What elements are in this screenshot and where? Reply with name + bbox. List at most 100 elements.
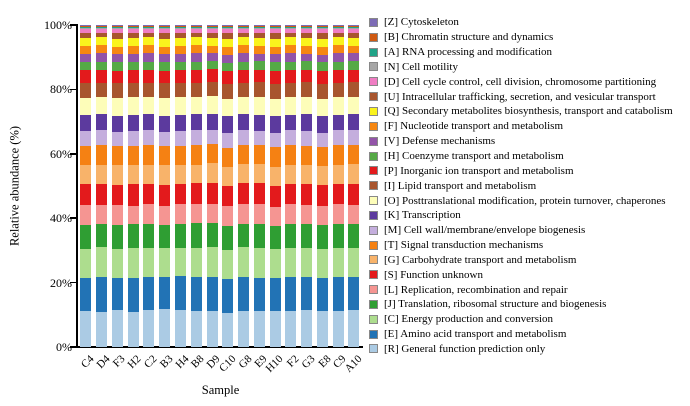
- segment-P-E8[interactable]: [316, 71, 328, 84]
- segment-H-E8[interactable]: [316, 62, 328, 72]
- segment-D-G3[interactable]: [301, 29, 313, 34]
- segment-T-D4[interactable]: [96, 144, 108, 165]
- segment-H-H2[interactable]: [127, 61, 139, 71]
- segment-M-E8[interactable]: [316, 132, 328, 147]
- segment-A-G3[interactable]: [301, 26, 313, 29]
- segment-Z-B8[interactable]: [190, 25, 202, 26]
- segment-Z-C10[interactable]: [222, 25, 234, 26]
- segment-B-C2[interactable]: [143, 25, 155, 27]
- segment-M-F3[interactable]: [111, 132, 123, 147]
- segment-T-G3[interactable]: [301, 145, 313, 165]
- segment-A-C2[interactable]: [143, 26, 155, 29]
- segment-V-H4[interactable]: [174, 53, 186, 62]
- segment-G-C10[interactable]: [222, 166, 234, 187]
- segment-H-H10[interactable]: [269, 62, 281, 72]
- segment-S-C10[interactable]: [222, 186, 234, 207]
- segment-T-C10[interactable]: [222, 147, 234, 167]
- segment-U-D4[interactable]: [96, 32, 108, 38]
- segment-L-F3[interactable]: [111, 205, 123, 226]
- segment-G-A10[interactable]: [348, 164, 360, 184]
- segment-K-F2[interactable]: [285, 114, 297, 131]
- segment-B-F2[interactable]: [285, 25, 297, 27]
- segment-L-E9[interactable]: [253, 204, 265, 225]
- segment-P-G3[interactable]: [301, 69, 313, 83]
- legend-row-G[interactable]: [G] Carbohydrate transport and metabolis…: [369, 253, 673, 268]
- segment-H-A10[interactable]: [348, 61, 360, 70]
- segment-U-E9[interactable]: [253, 33, 265, 39]
- segment-L-A10[interactable]: [348, 204, 360, 225]
- segment-A-A10[interactable]: [348, 26, 360, 29]
- segment-K-C4[interactable]: [80, 115, 92, 132]
- segment-P-B8[interactable]: [190, 69, 202, 83]
- legend-row-A[interactable]: [A] RNA processing and modification: [369, 45, 673, 60]
- segment-P-C4[interactable]: [80, 70, 92, 84]
- segment-N-C4[interactable]: [80, 28, 92, 30]
- segment-S-H2[interactable]: [127, 184, 139, 206]
- segment-I-G3[interactable]: [301, 82, 313, 97]
- segment-G-H4[interactable]: [174, 164, 186, 185]
- segment-C-G8[interactable]: [238, 247, 250, 277]
- segment-H-F3[interactable]: [111, 62, 123, 71]
- segment-U-A10[interactable]: [348, 33, 360, 39]
- legend-row-S[interactable]: [S] Function unknown: [369, 267, 673, 282]
- segment-V-H10[interactable]: [269, 54, 281, 63]
- segment-S-B8[interactable]: [190, 183, 202, 205]
- segment-A-B3[interactable]: [159, 26, 171, 29]
- segment-B-D4[interactable]: [96, 25, 108, 27]
- segment-A-E9[interactable]: [253, 26, 265, 29]
- segment-P-H10[interactable]: [269, 71, 281, 84]
- segment-C-E8[interactable]: [316, 248, 328, 278]
- segment-T-B8[interactable]: [190, 144, 202, 165]
- segment-N-D9[interactable]: [206, 28, 218, 30]
- segment-E-E8[interactable]: [316, 277, 328, 312]
- segment-D-F2[interactable]: [285, 29, 297, 33]
- segment-L-B3[interactable]: [159, 205, 171, 225]
- bar-B8[interactable]: [190, 25, 202, 347]
- segment-N-G3[interactable]: [301, 28, 313, 30]
- segment-Q-H2[interactable]: [127, 37, 139, 47]
- bar-F2[interactable]: [285, 25, 297, 347]
- segment-D-B8[interactable]: [190, 29, 202, 33]
- segment-A-D4[interactable]: [96, 26, 108, 29]
- segment-S-G8[interactable]: [238, 183, 250, 205]
- segment-D-H10[interactable]: [269, 29, 281, 34]
- segment-F-C4[interactable]: [80, 46, 92, 54]
- segment-T-H2[interactable]: [127, 145, 139, 165]
- segment-K-G8[interactable]: [238, 114, 250, 131]
- segment-I-C9[interactable]: [332, 82, 344, 98]
- segment-G-C9[interactable]: [332, 165, 344, 185]
- segment-R-F3[interactable]: [111, 310, 123, 347]
- segment-D-B3[interactable]: [159, 29, 171, 34]
- segment-Z-F2[interactable]: [285, 25, 297, 26]
- segment-E-F2[interactable]: [285, 276, 297, 312]
- segment-M-C4[interactable]: [80, 131, 92, 146]
- segment-F-C2[interactable]: [143, 45, 155, 54]
- segment-K-A10[interactable]: [348, 114, 360, 131]
- segment-E-F3[interactable]: [111, 277, 123, 311]
- segment-F-C10[interactable]: [222, 46, 234, 55]
- segment-O-C4[interactable]: [80, 97, 92, 116]
- segment-O-D4[interactable]: [96, 96, 108, 115]
- segment-A-F3[interactable]: [111, 26, 123, 29]
- segment-K-F3[interactable]: [111, 115, 123, 133]
- segment-T-D9[interactable]: [206, 144, 218, 164]
- segment-A-D9[interactable]: [206, 26, 218, 28]
- segment-Z-A10[interactable]: [348, 25, 360, 26]
- segment-Q-E9[interactable]: [253, 38, 265, 47]
- segment-M-B8[interactable]: [190, 130, 202, 145]
- legend-row-K[interactable]: [K] Transcription: [369, 208, 673, 223]
- segment-E-H10[interactable]: [269, 278, 281, 311]
- segment-I-C2[interactable]: [143, 82, 155, 97]
- segment-K-E8[interactable]: [316, 116, 328, 133]
- segment-H-C4[interactable]: [80, 61, 92, 71]
- segment-R-D9[interactable]: [206, 311, 218, 347]
- segment-D-H2[interactable]: [127, 29, 139, 34]
- segment-N-C9[interactable]: [332, 28, 344, 30]
- segment-N-C10[interactable]: [222, 28, 234, 30]
- segment-O-B8[interactable]: [190, 96, 202, 115]
- segment-M-H10[interactable]: [269, 132, 281, 148]
- segment-B-E8[interactable]: [316, 25, 328, 27]
- segment-O-G3[interactable]: [301, 96, 313, 115]
- segment-C-D9[interactable]: [206, 246, 218, 278]
- segment-R-B3[interactable]: [159, 309, 171, 347]
